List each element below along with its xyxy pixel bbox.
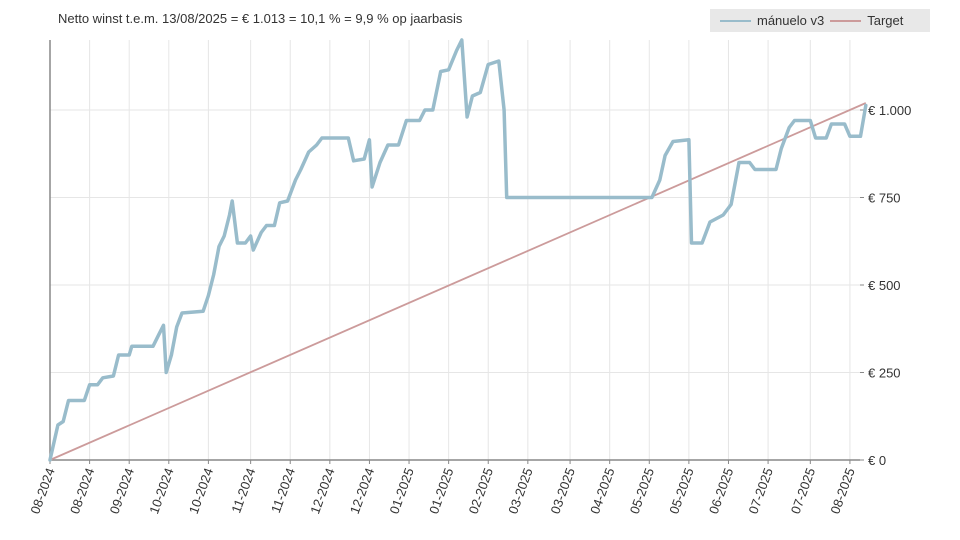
x-tick-label: 07-2025 <box>745 466 775 516</box>
x-tick-label: 08-2024 <box>67 466 97 516</box>
chart-title: Netto winst t.e.m. 13/08/2025 = € 1.013 … <box>58 11 463 26</box>
x-tick-label: 07-2025 <box>788 466 818 516</box>
x-tick-label: 08-2025 <box>827 466 857 516</box>
x-tick-label: 05-2025 <box>627 466 657 516</box>
x-tick-label: 02-2025 <box>466 466 496 516</box>
legend-item-manuelo[interactable]: mánuelo v3 <box>720 13 824 28</box>
x-tick-label: 11-2024 <box>228 466 258 515</box>
x-tick-label: 04-2025 <box>587 466 617 516</box>
x-tick-label: 10-2024 <box>186 466 216 516</box>
legend-label-manuelo: mánuelo v3 <box>757 13 825 28</box>
x-tick-label: 06-2025 <box>706 466 736 516</box>
x-tick-label: 01-2025 <box>426 466 456 516</box>
x-tick-label: 03-2025 <box>505 466 535 516</box>
x-tick-label: 03-2025 <box>547 466 577 516</box>
series-line-manuelo <box>48 38 868 462</box>
series-line-target <box>49 102 867 461</box>
legend-swatch-target <box>830 19 862 22</box>
legend-label-target: Target <box>867 13 904 28</box>
legend-item-target[interactable]: Target <box>830 13 903 28</box>
legend: mánuelo v3 Target <box>710 9 930 32</box>
y-tick-label: € 0 <box>868 453 886 468</box>
legend-swatch-manuelo <box>720 19 751 22</box>
x-tick-label: 01-2025 <box>386 466 416 516</box>
x-tick-label: 11-2024 <box>268 466 298 515</box>
x-tick-label: 12-2024 <box>347 466 377 516</box>
y-tick-label: € 1.000 <box>868 103 911 118</box>
x-tick-label: 08-2024 <box>27 466 57 516</box>
x-tick-label: 09-2024 <box>107 466 137 516</box>
x-tick-label: 05-2025 <box>666 466 696 516</box>
x-tick-label: 10-2024 <box>146 466 176 516</box>
x-tick-label: 12-2024 <box>307 466 337 516</box>
y-tick-label: € 750 <box>868 191 901 206</box>
y-tick-label: € 250 <box>868 366 901 381</box>
y-tick-label: € 500 <box>868 278 901 293</box>
